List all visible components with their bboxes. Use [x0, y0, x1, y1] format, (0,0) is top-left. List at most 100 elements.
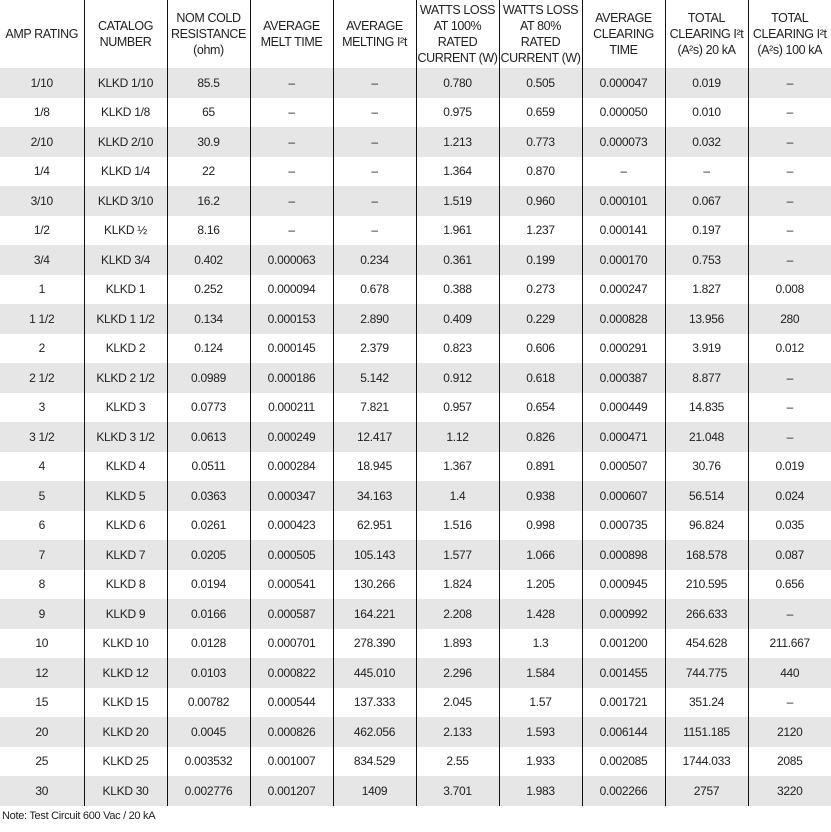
- cell-watts-loss-80: 0.891: [498, 451, 582, 481]
- cell-total-clearing-100ka: 0.008: [747, 274, 831, 304]
- cell-average-clearing-time: 0.000141: [581, 215, 665, 245]
- table-row: 3/4 KLKD 3/4 0.402 0.000063 0.234 0.361 0.199 0…: [0, 245, 831, 275]
- table-row: 1/8 KLKD 1/8 65– –0.975 0.659 0.000050 0.010–: [0, 97, 831, 127]
- cell-amp-rating: 6: [38, 518, 46, 533]
- cell-catalog-number: KLKD 1: [83, 274, 167, 304]
- cell-average-melt-time: 0.000822: [249, 658, 333, 688]
- cell-amp-rating: 1/4: [33, 164, 50, 179]
- cell-total-clearing-100ka: 0.656: [747, 569, 831, 599]
- cell-watts-loss-80: 0.773: [498, 127, 582, 157]
- cell-watts-loss-80: 0.938: [498, 481, 582, 511]
- cell-catalog-number: KLKD 15: [83, 687, 167, 717]
- cell-average-melt-time: –: [249, 97, 333, 127]
- table-row: 3 KLKD 3 0.0773 0.000211 7.821 0.957 0.654 0.00…: [0, 392, 831, 422]
- cell-average-melting-i2t: –: [332, 156, 416, 186]
- cell-catalog-number: KLKD 5: [83, 481, 167, 511]
- cell-total-clearing-20ka: 0.753: [664, 245, 748, 275]
- column-header-amp-rating: AMP RATING: [5, 27, 79, 41]
- table-row: 9 KLKD 9 0.0166 0.000587 164.221 2.208 1.428 0.…: [0, 599, 831, 629]
- column-header-watts-loss-100: WATTS LOSS AT 100% RATED CURRENT (W): [415, 0, 499, 68]
- cell-total-clearing-100ka: 0.019: [747, 451, 831, 481]
- cell-average-melt-time: –: [249, 68, 333, 98]
- column-header-average-melting-i2t: AVERAGE MELTING I²t: [332, 0, 416, 68]
- cell-amp-rating: 2: [38, 341, 46, 356]
- cell-average-melting-i2t: 5.142: [332, 363, 416, 393]
- cell-amp-rating: 3 1/2: [0, 422, 84, 452]
- cell-catalog-number: KLKD 2: [83, 333, 167, 363]
- cell-total-clearing-100ka: –: [747, 422, 831, 452]
- cell-average-melting-i2t: 164.221: [332, 599, 416, 629]
- cell-watts-loss-100: 3.701: [415, 776, 499, 806]
- cell-watts-loss-100: 2.55: [415, 746, 499, 776]
- cell-average-melt-time: 0.000186: [249, 363, 333, 393]
- cell-average-clearing-time: 0.002085: [581, 746, 665, 776]
- cell-nom-cold-resistance: 0.0166: [166, 599, 250, 629]
- cell-average-clearing-time: 0.000471: [581, 422, 665, 452]
- cell-average-clearing-time: 0.000945: [581, 569, 665, 599]
- cell-watts-loss-80: 0.229: [498, 304, 582, 334]
- cell-average-melting-i2t: 137.333: [332, 687, 416, 717]
- table-row: 10 KLKD 10 0.0128 0.000701 278.390 1.893 1.3 0.…: [0, 628, 831, 658]
- cell-amp-rating: 25: [35, 754, 49, 769]
- cell-total-clearing-20ka: 266.633: [664, 599, 748, 629]
- cell-nom-cold-resistance: 0.0205: [166, 540, 250, 570]
- cell-average-clearing-time: 0.000047: [581, 68, 665, 98]
- cell-average-clearing-time: 0.000101: [581, 186, 665, 216]
- cell-nom-cold-resistance: 22: [166, 156, 250, 186]
- cell-total-clearing-20ka: 1.827: [664, 274, 748, 304]
- cell-total-clearing-20ka: 13.956: [664, 304, 748, 334]
- cell-total-clearing-20ka: 210.595: [664, 569, 748, 599]
- cell-average-clearing-time: 0.000507: [581, 451, 665, 481]
- cell-catalog-number: KLKD 6: [83, 510, 167, 540]
- cell-average-melting-i2t: 0.678: [332, 274, 416, 304]
- column-header-average-clearing-time: AVERAGE CLEARING TIME: [581, 0, 665, 68]
- cell-average-melt-time: 0.000587: [249, 599, 333, 629]
- cell-amp-rating: 5: [0, 481, 84, 511]
- table-row: 1 KLKD 1 0.252 0.000094 0.678 0.388 0.273 0.000…: [0, 274, 831, 304]
- cell-total-clearing-20ka: 0.019: [664, 68, 748, 98]
- cell-watts-loss-80: 0.960: [498, 186, 582, 216]
- cell-nom-cold-resistance: 0.252: [166, 274, 250, 304]
- cell-amp-rating: 15: [35, 695, 49, 710]
- table-row: 3 1/2 KLKD 3 1/2 0.0613 0.000249 12.417 1.12 0…: [0, 422, 831, 452]
- fuse-spec-table: AMP RATING CATALOG NUMBER NOM COLD RESISTA…: [0, 0, 831, 806]
- cell-total-clearing-100ka: –: [747, 68, 831, 98]
- cell-average-melt-time: 0.001007: [249, 746, 333, 776]
- cell-amp-rating: 4: [38, 459, 46, 474]
- cell-total-clearing-100ka: –: [747, 392, 831, 422]
- cell-average-melting-i2t: 12.417: [332, 422, 416, 452]
- cell-nom-cold-resistance: 0.402: [166, 245, 250, 275]
- cell-total-clearing-20ka: 2757: [664, 776, 748, 806]
- cell-nom-cold-resistance: 0.0613: [166, 422, 250, 452]
- cell-catalog-number: KLKD 1 1/2: [83, 304, 167, 334]
- cell-watts-loss-100: 1.893: [415, 628, 499, 658]
- cell-total-clearing-100ka: –: [747, 363, 831, 393]
- cell-watts-loss-100: 1.12: [415, 422, 499, 452]
- table-row: 30 KLKD 30 0.002776 0.001207 1409 3.701 1.983 0…: [0, 776, 831, 806]
- table-row: 2 KLKD 2 0.124 0.000145 2.379 0.823 0.606 0.000…: [0, 333, 831, 363]
- cell-average-melt-time: 0.000094: [249, 274, 333, 304]
- cell-amp-rating: 1: [38, 282, 46, 297]
- cell-average-clearing-time: 0.000992: [581, 599, 665, 629]
- cell-nom-cold-resistance: 0.002776: [166, 776, 250, 806]
- cell-catalog-number: KLKD 10: [83, 628, 167, 658]
- cell-total-clearing-100ka: –: [747, 245, 831, 275]
- cell-amp-rating: 1/10: [0, 68, 84, 98]
- cell-average-melting-i2t: 62.951: [332, 510, 416, 540]
- cell-watts-loss-80: 0.606: [498, 333, 582, 363]
- cell-watts-loss-100: 1.516: [415, 510, 499, 540]
- cell-average-melt-time: –: [249, 127, 333, 157]
- cell-average-clearing-time: 0.006144: [581, 717, 665, 747]
- column-header-average-melt-time: AVERAGE MELT TIME: [249, 0, 333, 68]
- cell-catalog-number: KLKD 30: [83, 776, 167, 806]
- cell-nom-cold-resistance: 0.00782: [166, 687, 250, 717]
- cell-average-melting-i2t: –: [332, 97, 416, 127]
- cell-catalog-number: KLKD 3/4: [83, 245, 167, 275]
- cell-average-melting-i2t: –: [332, 68, 416, 98]
- cell-average-melting-i2t: –: [332, 215, 416, 245]
- cell-total-clearing-100ka: 2085: [747, 746, 831, 776]
- table-row: 1/4 KLKD 1/4 22– –1.364 0.870– – –: [0, 156, 831, 186]
- cell-catalog-number: KLKD 25: [83, 746, 167, 776]
- cell-watts-loss-100: 1.4: [415, 481, 499, 511]
- cell-total-clearing-100ka: 2120: [747, 717, 831, 747]
